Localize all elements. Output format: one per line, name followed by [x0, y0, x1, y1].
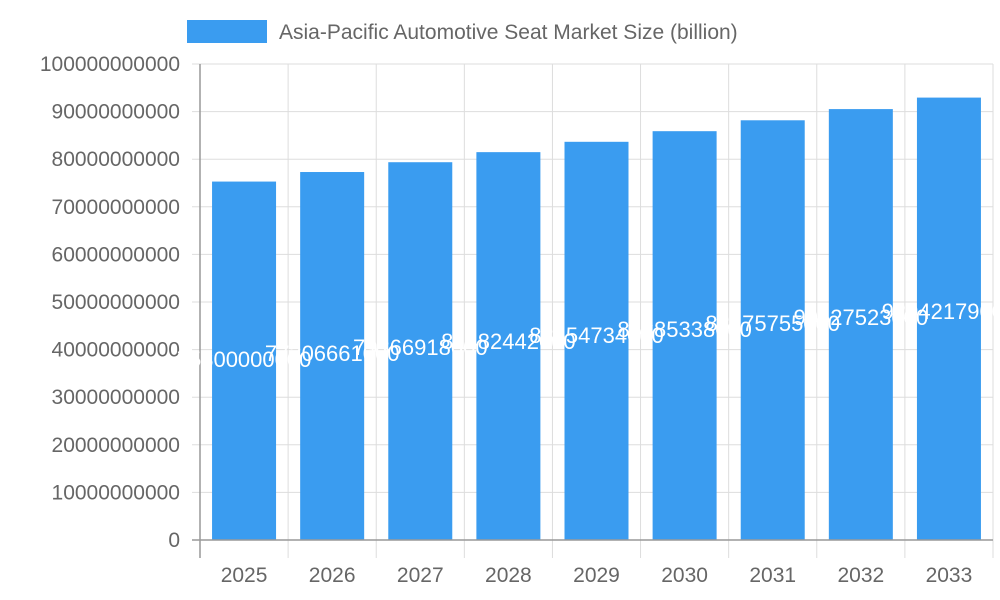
x-tick-label: 2028 — [485, 564, 532, 587]
y-tick-label: 70000000000 — [52, 196, 180, 219]
legend[interactable]: Asia-Pacific Automotive Seat Market Size… — [187, 20, 738, 44]
x-tick-label: 2030 — [661, 564, 708, 587]
y-tick-label: 20000000000 — [52, 434, 180, 457]
data-label-2032: 90527523000 — [794, 305, 929, 330]
x-tick-label: 2033 — [926, 564, 973, 587]
y-tick-label: 60000000000 — [52, 243, 180, 266]
bar-2028 — [476, 152, 541, 541]
x-tick-label: 2026 — [309, 564, 356, 587]
data-label-2028: 81482442000 — [441, 329, 576, 354]
bar-2032 — [828, 109, 893, 540]
y-tick-label: 50000000000 — [52, 291, 180, 314]
bar-2031 — [740, 120, 805, 540]
data-label-2029: 83654734000 — [529, 323, 664, 348]
y-tick-label: 90000000000 — [52, 101, 180, 124]
x-tick-label: 2029 — [573, 564, 620, 587]
legend-label: Asia-Pacific Automotive Seat Market Size… — [279, 21, 738, 44]
x-tick-label: 2025 — [221, 564, 268, 587]
y-tick-label: 30000000000 — [52, 386, 180, 409]
y-tick-label: 10000000000 — [52, 481, 180, 504]
bar-2030 — [652, 131, 717, 540]
y-tick-label: 100000000000 — [40, 53, 180, 76]
data-label-2033: 92942179000 — [882, 299, 1000, 324]
y-tick-label: 80000000000 — [52, 148, 180, 171]
bar-2029 — [564, 141, 629, 540]
y-tick-label: 0 — [168, 529, 180, 552]
bar-2033 — [916, 97, 981, 541]
bars — [212, 97, 981, 541]
bar-2026 — [300, 172, 365, 540]
data-label-2027: 79366918000 — [353, 335, 488, 360]
data-label-2031: 88175755000 — [705, 311, 840, 336]
x-tick-label: 2027 — [397, 564, 444, 587]
x-tick-label: 2032 — [837, 564, 884, 587]
data-label-2025: 75300000000 — [177, 347, 312, 372]
axes: 0 10000000000 20000000000 30000000000 400000… — [40, 53, 993, 587]
legend-swatch — [187, 20, 267, 43]
bar-2027 — [388, 162, 453, 540]
data-label-2026: 77306661000 — [265, 341, 400, 366]
y-tick-label: 40000000000 — [52, 339, 180, 362]
x-tick-label: 2031 — [749, 564, 796, 587]
bar-2025 — [212, 181, 277, 540]
data-label-2030: 85885338000 — [617, 317, 752, 342]
data-labels: 7530000000077306661000793669180008148244… — [177, 299, 1000, 372]
